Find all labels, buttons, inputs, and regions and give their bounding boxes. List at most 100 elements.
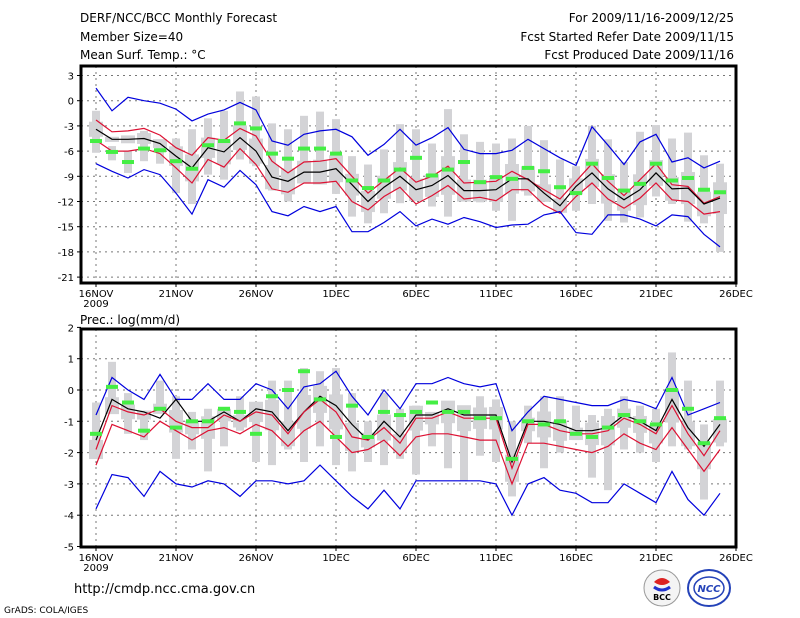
observed-marker — [346, 403, 358, 408]
observed-marker — [650, 161, 662, 166]
spread-box — [140, 415, 148, 441]
observed-marker — [266, 394, 278, 399]
spread-box — [412, 405, 420, 475]
plot-frame — [79, 327, 738, 549]
observed-marker — [202, 419, 214, 424]
observed-marker — [426, 173, 438, 178]
observed-marker — [250, 126, 262, 131]
observed-marker — [346, 178, 358, 183]
observed-marker — [202, 143, 214, 148]
observed-marker — [122, 400, 134, 405]
observed-marker — [282, 388, 294, 392]
observed-marker — [522, 419, 534, 424]
observed-marker — [298, 146, 310, 151]
observed-marker — [714, 416, 726, 421]
observed-marker — [522, 165, 534, 170]
series-line-max — [95, 370, 721, 432]
ncc-logo-text: NCC — [697, 584, 721, 595]
spread-box — [252, 96, 260, 167]
observed-marker — [138, 428, 150, 433]
observed-marker — [122, 160, 134, 165]
spread-box — [268, 123, 276, 191]
series-line-mean — [95, 398, 721, 471]
spread-box — [572, 405, 580, 441]
series-line-max — [95, 87, 721, 169]
y-tick-label: -4 — [64, 511, 74, 522]
observed-marker — [90, 139, 102, 144]
spread-box — [460, 408, 468, 481]
chart-title: DERF/NCC/BCC Monthly Forecast — [80, 11, 278, 25]
observed-marker — [362, 186, 374, 191]
observed-marker — [314, 397, 326, 402]
observed-marker — [458, 160, 470, 165]
observed-marker — [218, 139, 230, 144]
observed-marker — [186, 419, 198, 424]
x-tick-label: 21NOV — [159, 289, 194, 300]
observed-marker — [442, 167, 454, 172]
website-url[interactable]: http://cmdp.ncc.cma.gov.cn — [74, 582, 256, 597]
observed-marker — [394, 413, 406, 418]
x-tick-label: 21DEC — [639, 289, 673, 300]
spread-box — [220, 411, 228, 447]
observed-marker — [378, 178, 390, 183]
y-tick-label: -1 — [64, 417, 74, 428]
y-tick-label: -5 — [64, 543, 74, 554]
x-tick-label: 6DEC — [402, 553, 429, 564]
y-tick-label: -2 — [64, 449, 74, 460]
x-tick-label: 16DEC — [559, 289, 593, 300]
y-tick-label: 0 — [68, 386, 74, 397]
spread-box — [204, 408, 212, 472]
x-tick-label: 16NOV — [79, 553, 114, 564]
spread-box — [492, 399, 500, 462]
series-line-lower — [95, 139, 721, 215]
series-line-upper — [95, 395, 721, 464]
observed-marker — [554, 419, 566, 424]
series-line-min — [95, 464, 721, 517]
y-tick-label: -12 — [58, 198, 74, 209]
spread-box — [396, 408, 404, 459]
observed-marker — [618, 188, 630, 193]
y-tick-label: 0 — [68, 97, 74, 108]
precipitation-chart: 2 1 0 -1 -2 -3 -4 -5 16NOV 21NOV 26NOV 1DEC 6DEC 11DE… — [64, 323, 753, 574]
y-tick-label: 1 — [68, 355, 74, 366]
observed-marker — [394, 167, 406, 172]
iqr-box — [89, 121, 103, 137]
observed-marker — [634, 181, 646, 186]
observed-marker — [650, 422, 662, 427]
observed-marker — [154, 406, 166, 411]
spread-box — [588, 415, 596, 478]
observed-marker — [314, 146, 326, 151]
series-line-upper — [95, 119, 721, 204]
observed-marker — [570, 431, 582, 436]
precip-label: Prec.: log(mm/d) — [80, 313, 180, 327]
observed-marker — [490, 416, 502, 421]
observed-marker — [602, 425, 614, 430]
spread-box — [156, 380, 164, 409]
bcc-logo-text: BCC — [653, 593, 671, 602]
member-size: Member Size=40 — [80, 30, 184, 44]
produced-date: Fcst Produced Date 2009/11/16 — [544, 48, 734, 62]
series-line-lower — [95, 420, 721, 486]
observed-marker — [282, 156, 294, 161]
observed-marker — [682, 175, 694, 180]
observed-marker — [490, 175, 502, 180]
observed-marker — [170, 425, 182, 430]
observed-marker — [362, 434, 374, 439]
spread-box — [444, 405, 452, 469]
observed-marker — [154, 148, 166, 153]
observed-marker — [602, 175, 614, 180]
observed-marker — [378, 409, 390, 414]
y-tick-label: -3 — [64, 122, 74, 133]
x-year-label: 2009 — [83, 563, 108, 574]
observed-marker — [426, 400, 438, 405]
y-tick-label: -15 — [58, 223, 74, 234]
spread-box — [540, 140, 548, 189]
y-tick-label: 2 — [68, 323, 74, 334]
observed-marker — [410, 155, 422, 160]
series-line-min — [95, 163, 721, 248]
observed-marker — [714, 190, 726, 195]
spread-box — [284, 380, 292, 450]
observed-marker — [266, 151, 278, 156]
observed-marker — [586, 434, 598, 439]
